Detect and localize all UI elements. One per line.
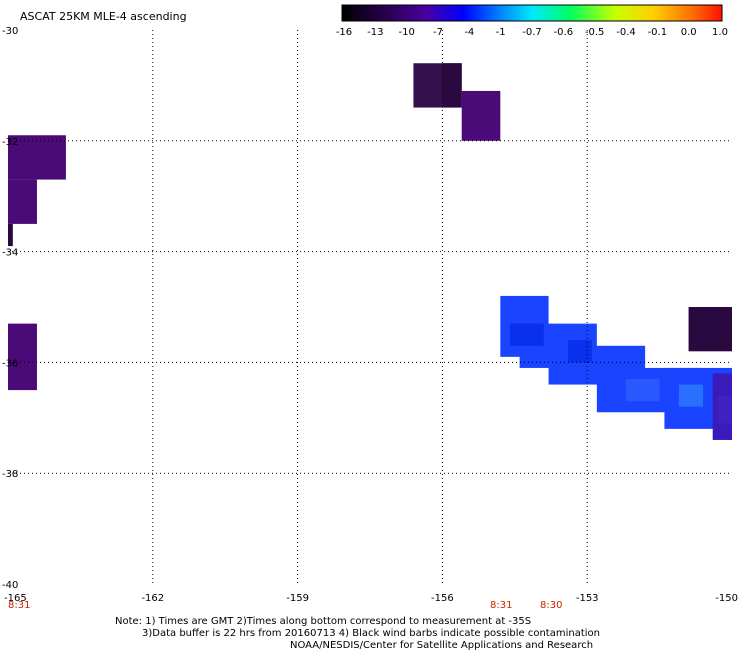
note-line-1: Note: 1) Times are GMT 2)Times along bot… — [115, 616, 531, 627]
colorbar-tick-label: -10 — [398, 27, 414, 38]
colorbar-tick-label: -16 — [336, 27, 352, 38]
colorbar-tick-label: -0.4 — [616, 27, 636, 38]
swath-cell — [442, 63, 462, 108]
colorbar-tick-label: -1 — [496, 27, 506, 38]
colorbar-tick-label: -0.7 — [522, 27, 542, 38]
time-label-1: 8:31 — [8, 600, 30, 611]
swath-cell-shade — [509, 323, 544, 346]
lon-label: -150 — [715, 593, 738, 604]
lon-label: -153 — [576, 593, 599, 604]
swath-cell — [8, 323, 37, 391]
swath-cells — [8, 63, 732, 440]
swath-cell-shade — [567, 340, 593, 363]
note-line-2: 3)Data buffer is 22 hrs from 20160713 4)… — [142, 628, 600, 639]
colorbar-tick-label: -7 — [433, 27, 443, 38]
lat-label: -30 — [2, 26, 18, 37]
lat-label: -36 — [2, 358, 18, 369]
longitude-labels: -165 -162 -159 -156 -153 -150 — [4, 593, 738, 604]
swath-cell-shade — [717, 395, 732, 424]
colorbar-tick-label: 0.0 — [681, 27, 697, 38]
colorbar-tick-label: -0.5 — [585, 27, 605, 38]
lon-label: -159 — [286, 593, 309, 604]
colorbar-tick-label: -4 — [464, 27, 474, 38]
lon-label: -165 — [4, 593, 27, 604]
colorbar-labels: -16 -13 -10 -7 -4 -1 -0.7 -0.6 -0.5 -0.4 -0.1 0.0 1.… — [336, 27, 728, 38]
lat-label: -32 — [2, 137, 18, 148]
swath-cell — [8, 223, 13, 247]
figure-title: ASCAT 25KM MLE-4 ascending — [20, 10, 187, 23]
lat-label: -34 — [2, 248, 18, 259]
lat-label: -38 — [2, 469, 18, 480]
swath-cell — [688, 307, 732, 352]
colorbar-tick-label: 1.0 — [712, 27, 728, 38]
time-label-3: 8:30 — [540, 600, 562, 611]
swath-cell — [8, 179, 37, 224]
colorbar-bar — [341, 4, 723, 22]
colorbar-tick-label: -0.6 — [554, 27, 574, 38]
lon-label: -156 — [431, 593, 454, 604]
swath-cell-shade — [625, 379, 660, 402]
note-line-3: NOAA/NESDIS/Center for Satellite Applica… — [290, 640, 593, 650]
colorbar-tick-label: -13 — [367, 27, 383, 38]
lat-lon-grid — [8, 30, 732, 584]
lon-label: -162 — [141, 593, 164, 604]
swath-cell — [461, 90, 501, 141]
time-label-2: 8:31 — [490, 600, 512, 611]
lat-label: -40 — [2, 580, 18, 591]
colorbar: -16 -13 -10 -7 -4 -1 -0.7 -0.6 -0.5 -0.4 -0.1 0.0 1.… — [336, 4, 728, 38]
latitude-labels: -30 -32 -34 -36 -38 -40 — [2, 26, 18, 591]
colorbar-tick-label: -0.1 — [648, 27, 668, 38]
swath-cell — [8, 135, 66, 180]
swath-cell-shade — [678, 384, 704, 407]
